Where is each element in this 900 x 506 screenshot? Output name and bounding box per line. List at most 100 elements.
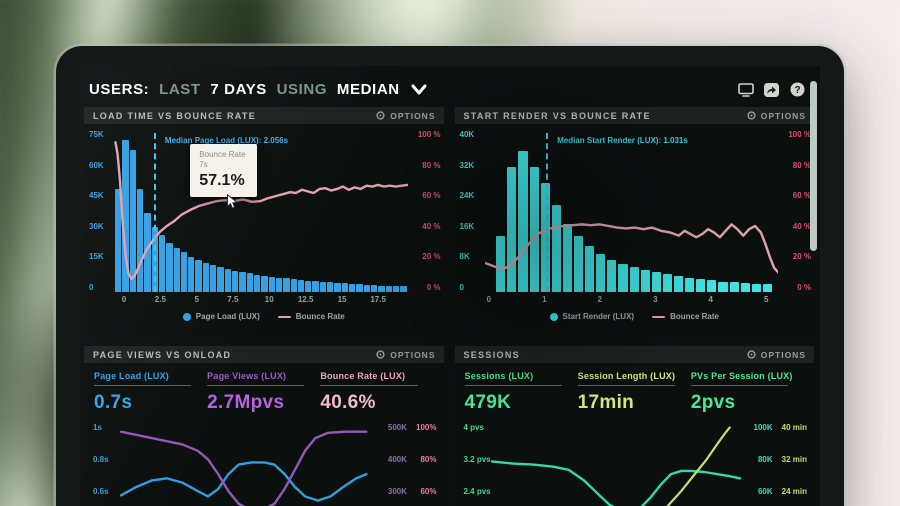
plot-area: Median Page Load (LUX): 2.056s Bounce Ra… bbox=[114, 131, 408, 292]
options-button[interactable]: OPTIONS bbox=[747, 111, 806, 121]
tick-label: 400K bbox=[387, 455, 408, 464]
options-label: OPTIONS bbox=[390, 349, 436, 360]
bar bbox=[640, 269, 650, 292]
tick-label: 0 % bbox=[797, 282, 811, 292]
options-label: OPTIONS bbox=[760, 110, 806, 121]
plot-area: Median Start Render (LUX): 1.031s bbox=[485, 131, 779, 292]
bar bbox=[518, 151, 528, 292]
bar bbox=[574, 235, 584, 292]
help-icon[interactable]: ? bbox=[789, 82, 806, 97]
bar bbox=[356, 284, 363, 292]
share-icon[interactable] bbox=[763, 82, 780, 97]
median-annotation: Median Start Render (LUX): 1.031s bbox=[557, 136, 688, 145]
tick-label: 32 min bbox=[781, 455, 807, 464]
tick-label: 40 % bbox=[792, 221, 811, 231]
y-axis-left: 1s 0.8s 0.6s bbox=[93, 423, 109, 496]
header-icons: ? bbox=[737, 82, 806, 97]
bar bbox=[239, 272, 246, 292]
panel-header: LOAD TIME VS BOUNCE RATE OPTIONS bbox=[84, 107, 444, 124]
metric-underline bbox=[464, 385, 562, 386]
bar bbox=[618, 263, 628, 292]
legend-start-render: Start Render (LUX) bbox=[549, 312, 634, 321]
bar bbox=[275, 277, 283, 292]
x-tick-label: 0 bbox=[121, 295, 127, 304]
bounce-rate-line bbox=[114, 131, 408, 292]
bar bbox=[166, 242, 173, 292]
gear-icon bbox=[376, 350, 385, 359]
panel-header: START RENDER VS BOUNCE RATE OPTIONS bbox=[454, 107, 814, 124]
options-button[interactable]: OPTIONS bbox=[376, 111, 435, 121]
legend-bounce-rate: Bounce Rate bbox=[652, 312, 719, 321]
scrollbar-thumb[interactable] bbox=[810, 81, 817, 251]
tick-label: 45K bbox=[89, 191, 104, 201]
bar bbox=[334, 282, 341, 292]
x-tick-label: 17.5 bbox=[370, 295, 386, 304]
legend-line-icon bbox=[652, 315, 666, 318]
line-series bbox=[121, 432, 366, 506]
bar bbox=[607, 259, 617, 292]
bar bbox=[363, 284, 370, 292]
mouse-cursor-icon bbox=[227, 193, 239, 209]
tick-label: 4 pvs bbox=[463, 423, 484, 432]
bar bbox=[673, 275, 684, 292]
bar bbox=[210, 265, 217, 292]
display-icon[interactable] bbox=[737, 82, 754, 97]
bar bbox=[529, 167, 539, 292]
panel-title: START RENDER VS BOUNCE RATE bbox=[463, 110, 651, 121]
tick-label: 500K bbox=[387, 423, 408, 432]
tick-label: 80% bbox=[420, 455, 437, 464]
legend-dot-icon bbox=[182, 312, 191, 321]
bar bbox=[327, 282, 334, 292]
tick-label: 60K bbox=[89, 160, 104, 170]
last-label: LAST bbox=[159, 81, 201, 98]
bar bbox=[507, 167, 517, 292]
legend-bounce-rate: Bounce Rate bbox=[277, 312, 345, 321]
options-button[interactable]: OPTIONS bbox=[747, 350, 806, 360]
panel-title: PAGE VIEWS VS ONLOAD bbox=[93, 349, 232, 360]
x-tick-label: 10 bbox=[264, 295, 274, 304]
bar bbox=[685, 277, 695, 292]
tick-label: 1s bbox=[93, 423, 102, 432]
legend-dot-icon bbox=[549, 312, 558, 321]
y-axis-right: 100 % 80 % 60 % 40 % 20 % 0 % bbox=[408, 131, 441, 292]
bar bbox=[180, 252, 188, 292]
options-button[interactable]: OPTIONS bbox=[376, 350, 435, 360]
bar bbox=[144, 212, 151, 292]
mini-chart: 1s 0.8s 0.6s 500K 400K 300K 100% 80% 60% bbox=[84, 419, 444, 506]
bar bbox=[261, 275, 268, 292]
bar bbox=[268, 276, 275, 292]
median-annotation: Median Page Load (LUX): 2.056s bbox=[164, 136, 289, 145]
metric-page-views: Page Views (LUX) 2.7Mpvs bbox=[207, 371, 320, 414]
line-chart bbox=[116, 419, 372, 506]
bar bbox=[202, 263, 210, 292]
bar bbox=[392, 286, 400, 292]
users-label: USERS: bbox=[89, 81, 150, 98]
metric-pvs-per-session: PVs Per Session (LUX) 2pvs bbox=[690, 371, 793, 413]
bar bbox=[305, 280, 312, 292]
panel-title: SESSIONS bbox=[463, 349, 520, 360]
metrics-row: Page Load (LUX) 0.7s Page Views (LUX) 2.… bbox=[84, 363, 444, 417]
line-series bbox=[492, 461, 740, 506]
bar bbox=[158, 235, 166, 292]
bar bbox=[729, 282, 739, 292]
tick-label: 0.6s bbox=[93, 487, 109, 496]
panel-header: SESSIONS OPTIONS bbox=[454, 346, 814, 363]
chart-load-time: 75K 60K 45K 30K 15K 0 Median Page Load (LUX):… bbox=[84, 124, 444, 292]
tick-label: 0 % bbox=[426, 282, 441, 292]
gear-icon bbox=[747, 111, 756, 120]
gear-icon bbox=[376, 111, 385, 120]
bar bbox=[341, 283, 348, 292]
bar bbox=[629, 267, 639, 292]
filter-dropdown[interactable]: USERS: LAST 7 DAYS USING MEDIAN bbox=[89, 81, 427, 98]
chart-start-render: 40K 32K 24K 16K 8K 0 Median Start Render (LUX… bbox=[455, 124, 815, 292]
tick-label: 40K bbox=[459, 130, 475, 139]
median-label-text: MEDIAN bbox=[336, 81, 400, 98]
legend: Start Render (LUX) Bounce Rate bbox=[455, 308, 815, 321]
gear-icon bbox=[747, 350, 756, 359]
tick-label: 60 % bbox=[422, 191, 441, 201]
tick-label: 0.8s bbox=[93, 455, 109, 464]
bar bbox=[195, 259, 202, 292]
y-axis-left: 40K 32K 24K 16K 8K 0 bbox=[460, 131, 485, 292]
median-marker: Median Page Load (LUX): 2.056s bbox=[153, 133, 288, 292]
panel-title: LOAD TIME VS BOUNCE RATE bbox=[93, 110, 257, 121]
